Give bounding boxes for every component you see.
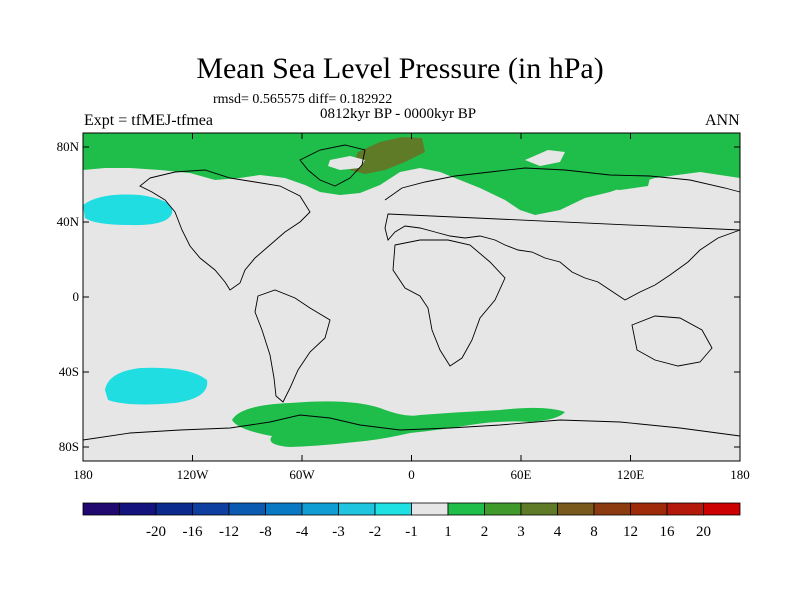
colorbar-label: -16 <box>183 524 203 540</box>
colorbar: -20 -16 -12 -8 -4 -3 -2 -1 1 2 3 4 8 12 16 20 <box>82 502 741 540</box>
australia-coast <box>631 315 713 367</box>
eurasia-coast <box>384 167 741 301</box>
colorbar-label: -4 <box>296 524 309 540</box>
colorbar-swatch <box>155 502 193 516</box>
colorbar-swatch <box>520 502 558 516</box>
lon-tick-label: 180 <box>73 467 93 482</box>
greenland-coast <box>299 144 366 187</box>
colorbar-label: 8 <box>590 524 598 540</box>
map-ticks: 80N 40N 0 40S 80S 180 120W 60W 0 60E 120E 180 <box>57 133 750 482</box>
antarctic-band <box>232 401 565 447</box>
colorbar-label: -1 <box>405 524 418 540</box>
south-america-coast <box>254 289 331 403</box>
colorbar-label: -20 <box>146 524 166 540</box>
north-pacific-low <box>83 194 173 226</box>
colorbar-swatch <box>557 502 595 516</box>
period-label: 0812kyr BP - 0000kyr BP <box>320 106 477 122</box>
arctic-patch <box>600 176 650 190</box>
lat-tick-label: 40S <box>59 364 79 379</box>
lon-tick-label: 180 <box>730 467 750 482</box>
colorbar-swatch <box>301 502 339 516</box>
lat-tick-label: 0 <box>73 289 80 304</box>
colorbar-label: -12 <box>219 524 239 540</box>
lon-tick-label: 120W <box>177 467 210 482</box>
colorbar-label: 4 <box>554 524 562 540</box>
colorbar-swatch <box>593 502 631 516</box>
colorbar-label: -2 <box>369 524 382 540</box>
colorbar-swatch <box>82 502 120 516</box>
lat-tick-label: 40N <box>57 214 80 229</box>
colorbar-swatch <box>484 502 522 516</box>
lon-tick-label: 60W <box>289 467 315 482</box>
antarctica-coast <box>82 414 741 441</box>
colorbar-swatch <box>119 502 157 516</box>
colorbar-swatch <box>447 502 485 516</box>
colorbar-swatch <box>411 502 449 516</box>
colorbar-swatch <box>265 502 303 516</box>
greenland-high <box>350 137 425 174</box>
lat-tick-label: 80N <box>57 139 80 154</box>
colorbar-swatch <box>703 502 741 516</box>
lat-tick-label: 80S <box>59 439 79 454</box>
south-pacific-low <box>105 367 208 405</box>
lon-tick-label: 60E <box>511 467 532 482</box>
lon-tick-label: 0 <box>408 467 415 482</box>
experiment-label: Expt = tfMEJ-tfmea <box>84 112 213 129</box>
arctic-gap-2 <box>525 150 565 166</box>
stats-label: rmsd= 0.565575 diff= 0.182922 <box>213 92 393 107</box>
map-plot: 80N 40N 0 40S 80S 180 120W 60W 0 60E 120E 180 <box>57 132 750 482</box>
coastlines <box>82 144 741 441</box>
colorbar-label: 3 <box>517 524 525 540</box>
colorbar-label: 2 <box>481 524 489 540</box>
colorbar-swatch <box>192 502 230 516</box>
colorbar-swatch <box>630 502 668 516</box>
africa-coast <box>392 239 506 367</box>
north-america-coast <box>139 169 311 291</box>
colorbar-label: 12 <box>623 524 638 540</box>
chart-title: Mean Sea Level Pressure (in hPa) <box>196 52 604 85</box>
season-label: ANN <box>705 112 740 129</box>
colorbar-label: -3 <box>332 524 345 540</box>
colorbar-label: 1 <box>444 524 452 540</box>
colorbar-swatch <box>228 502 266 516</box>
arctic-gap <box>328 156 365 170</box>
colorbar-swatch <box>338 502 376 516</box>
lon-tick-label: 120E <box>617 467 645 482</box>
colorbar-label: -8 <box>259 524 272 540</box>
colorbar-swatch <box>666 502 704 516</box>
colorbar-label: 16 <box>660 524 676 540</box>
colorbar-swatch <box>374 502 412 516</box>
arctic-band <box>83 133 740 215</box>
colorbar-label: 20 <box>696 524 711 540</box>
